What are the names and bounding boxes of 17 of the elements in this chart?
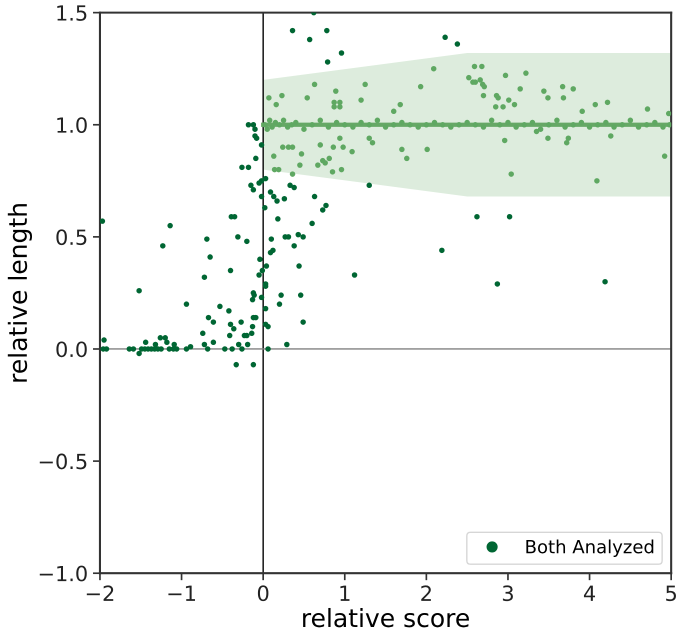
x-tick-label: 3 xyxy=(502,585,513,602)
y-tick-label: −1.0 xyxy=(40,566,87,582)
y-tick-label: 1.0 xyxy=(57,117,87,133)
x-tick-label: 0 xyxy=(258,585,268,602)
y-tick-label: 0.5 xyxy=(56,229,86,246)
y-tick-label: 0.0 xyxy=(56,341,87,358)
y-tick-label: 1.5 xyxy=(57,5,86,21)
y-axis-title: relative length xyxy=(8,204,32,382)
x-tick-label: 5 xyxy=(666,586,676,602)
x-tick-label: 1 xyxy=(340,586,350,601)
x-axis-title: relative score xyxy=(303,608,469,628)
x-tick-label: 4 xyxy=(584,586,596,601)
x-tick-label: −1 xyxy=(168,586,195,601)
x-tick-label: 2 xyxy=(421,585,431,601)
legend-label: Both Analyzed xyxy=(526,540,654,557)
x-tick-label: −2 xyxy=(86,585,114,601)
y-tick-label: −0.5 xyxy=(40,454,86,470)
